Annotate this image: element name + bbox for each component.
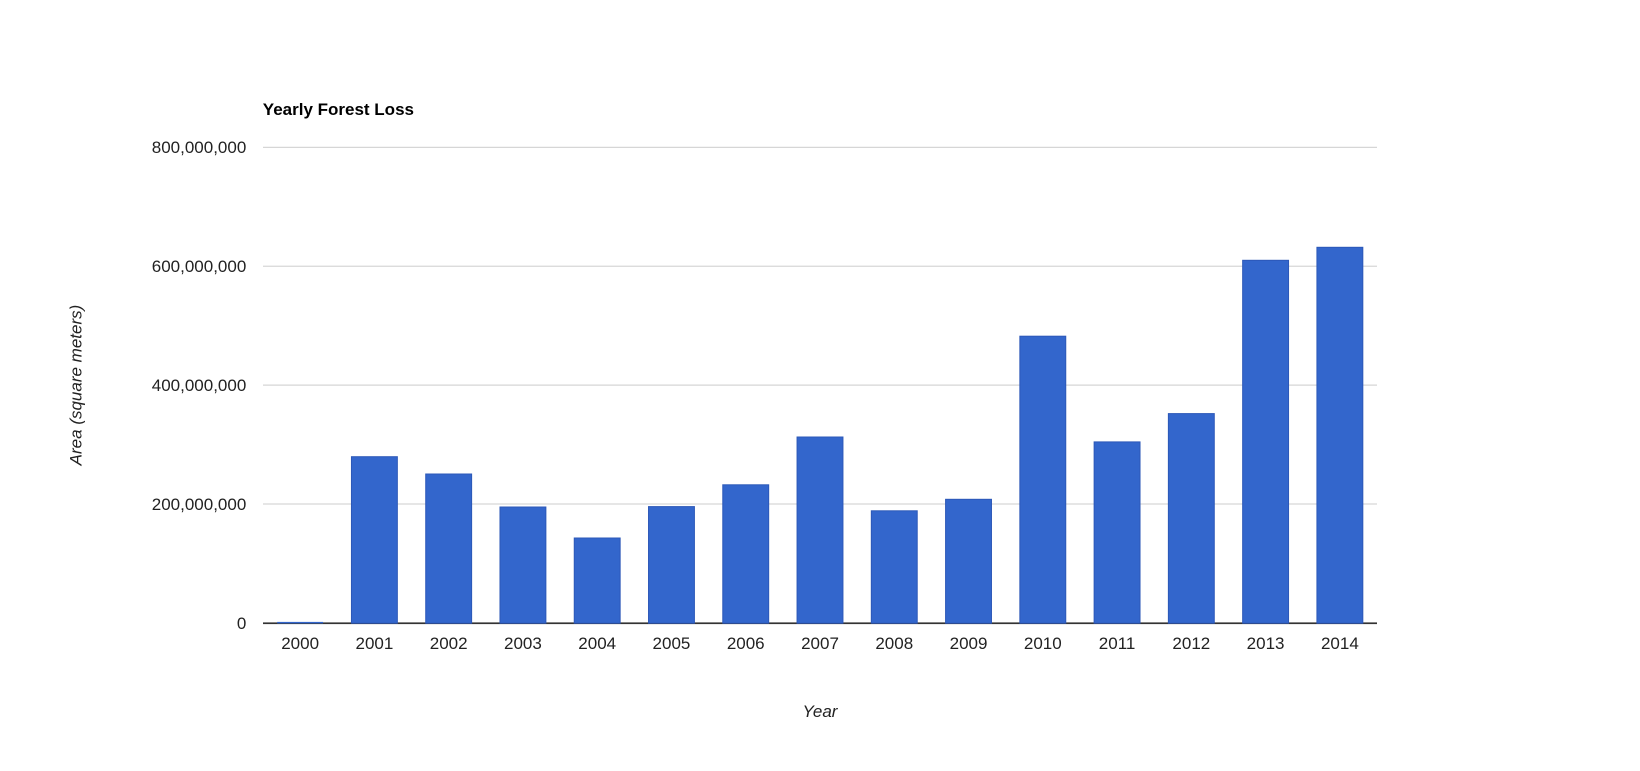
svg-text:2001: 2001: [355, 634, 393, 653]
svg-text:2014: 2014: [1321, 634, 1359, 653]
svg-text:2000: 2000: [281, 634, 319, 653]
svg-text:2008: 2008: [875, 634, 913, 653]
svg-text:0: 0: [237, 614, 246, 633]
svg-text:2011: 2011: [1099, 634, 1136, 653]
svg-text:2009: 2009: [950, 634, 988, 653]
svg-text:2003: 2003: [504, 634, 542, 653]
svg-text:2002: 2002: [430, 634, 468, 653]
svg-text:Area (square meters): Area (square meters): [67, 305, 86, 467]
svg-text:2013: 2013: [1247, 634, 1285, 653]
svg-text:2006: 2006: [727, 634, 765, 653]
svg-text:2012: 2012: [1172, 634, 1210, 653]
svg-text:2004: 2004: [578, 634, 616, 653]
svg-text:2010: 2010: [1024, 634, 1062, 653]
svg-text:2007: 2007: [801, 634, 839, 653]
svg-text:600,000,000: 600,000,000: [152, 257, 247, 276]
svg-text:Year: Year: [803, 702, 839, 721]
svg-text:800,000,000: 800,000,000: [152, 138, 247, 157]
svg-text:2005: 2005: [653, 634, 691, 653]
svg-text:200,000,000: 200,000,000: [152, 495, 247, 514]
svg-text:Yearly Forest Loss: Yearly Forest Loss: [263, 100, 414, 119]
svg-text:400,000,000: 400,000,000: [152, 376, 247, 395]
